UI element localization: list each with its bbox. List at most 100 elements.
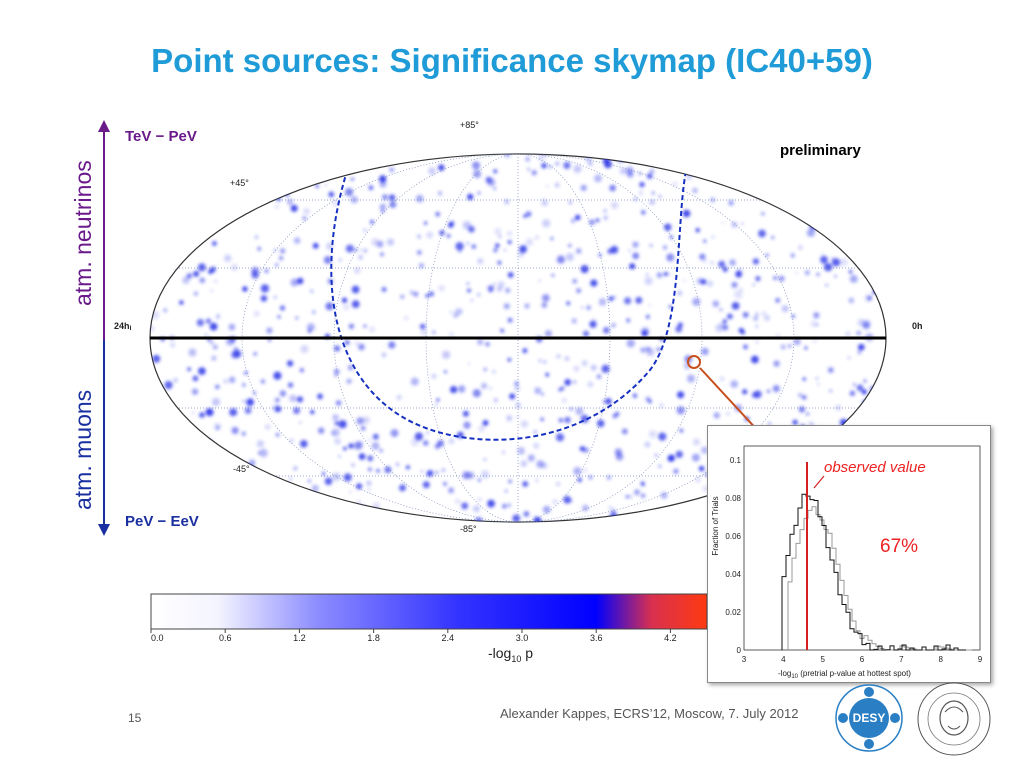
spot <box>568 200 573 205</box>
spot <box>349 490 352 494</box>
spot <box>758 229 766 238</box>
spot <box>236 352 240 356</box>
spot <box>332 502 341 511</box>
spot <box>522 481 529 487</box>
spot <box>638 171 642 176</box>
spot <box>820 255 828 264</box>
spot <box>558 418 564 423</box>
spot <box>415 194 424 203</box>
spot <box>813 312 820 319</box>
spot <box>713 412 720 419</box>
spot <box>380 252 384 257</box>
spot <box>228 323 236 331</box>
spot <box>432 330 436 334</box>
spot <box>501 329 505 333</box>
spot <box>492 370 495 373</box>
spot <box>356 500 362 505</box>
spot <box>793 338 801 346</box>
spot <box>536 460 545 468</box>
spot <box>242 286 248 292</box>
spot <box>765 253 769 257</box>
spot <box>542 219 551 228</box>
spot <box>422 481 430 489</box>
spot <box>265 504 270 509</box>
spot <box>495 243 500 248</box>
spot <box>639 181 645 188</box>
spot <box>813 339 817 343</box>
spot <box>488 387 492 390</box>
spot <box>573 165 582 173</box>
spot <box>458 385 466 393</box>
spot <box>592 318 596 322</box>
spot <box>274 397 280 403</box>
spot <box>485 176 492 183</box>
spot <box>505 287 511 293</box>
spot <box>570 499 573 502</box>
spot <box>651 191 655 195</box>
spot <box>164 252 168 257</box>
spot <box>331 432 334 435</box>
spot <box>301 499 307 505</box>
spot <box>426 431 429 434</box>
spot <box>771 235 775 240</box>
spot <box>722 319 727 324</box>
spot <box>804 270 810 276</box>
spot <box>596 374 602 379</box>
spot <box>219 200 223 204</box>
spot <box>472 161 481 170</box>
spot <box>379 203 387 211</box>
spot <box>509 393 516 400</box>
spot <box>481 382 488 389</box>
spot <box>498 281 505 288</box>
spot <box>193 154 201 162</box>
spot <box>299 368 305 373</box>
spot <box>367 488 371 491</box>
spot <box>400 294 405 299</box>
spot <box>538 279 541 282</box>
spot <box>220 211 229 219</box>
page-number: 15 <box>128 711 142 725</box>
spot <box>356 441 364 448</box>
histogram-ytick-label: 0.08 <box>725 494 741 503</box>
spot <box>775 297 781 303</box>
spot <box>808 199 814 205</box>
spot <box>265 424 271 430</box>
spot <box>222 195 229 203</box>
spot <box>366 480 372 486</box>
spot <box>261 476 270 484</box>
spot <box>507 357 512 362</box>
spot <box>569 407 573 411</box>
spot <box>603 327 610 334</box>
spot <box>419 263 424 269</box>
spot <box>664 223 672 231</box>
spot <box>856 330 861 336</box>
spot <box>646 173 653 179</box>
spot <box>228 376 236 383</box>
spot <box>169 412 178 421</box>
spot <box>575 248 582 254</box>
spot <box>839 258 848 267</box>
spot <box>810 321 817 327</box>
spot <box>640 347 646 353</box>
spot <box>174 484 182 492</box>
spot <box>428 167 436 175</box>
spot <box>831 258 841 267</box>
spot <box>300 345 309 354</box>
spot <box>389 201 397 208</box>
spot <box>231 426 239 435</box>
spot <box>467 288 471 293</box>
spot <box>400 154 407 160</box>
spot <box>556 482 560 486</box>
spot <box>450 311 452 314</box>
spot <box>493 282 496 286</box>
spot <box>275 205 279 209</box>
spot <box>244 407 252 414</box>
spot <box>752 180 760 188</box>
spot <box>498 234 502 239</box>
spot <box>612 413 618 419</box>
spot <box>214 279 217 283</box>
spot <box>349 506 356 514</box>
spot <box>672 182 678 187</box>
spot <box>542 197 545 200</box>
spot <box>220 201 225 206</box>
